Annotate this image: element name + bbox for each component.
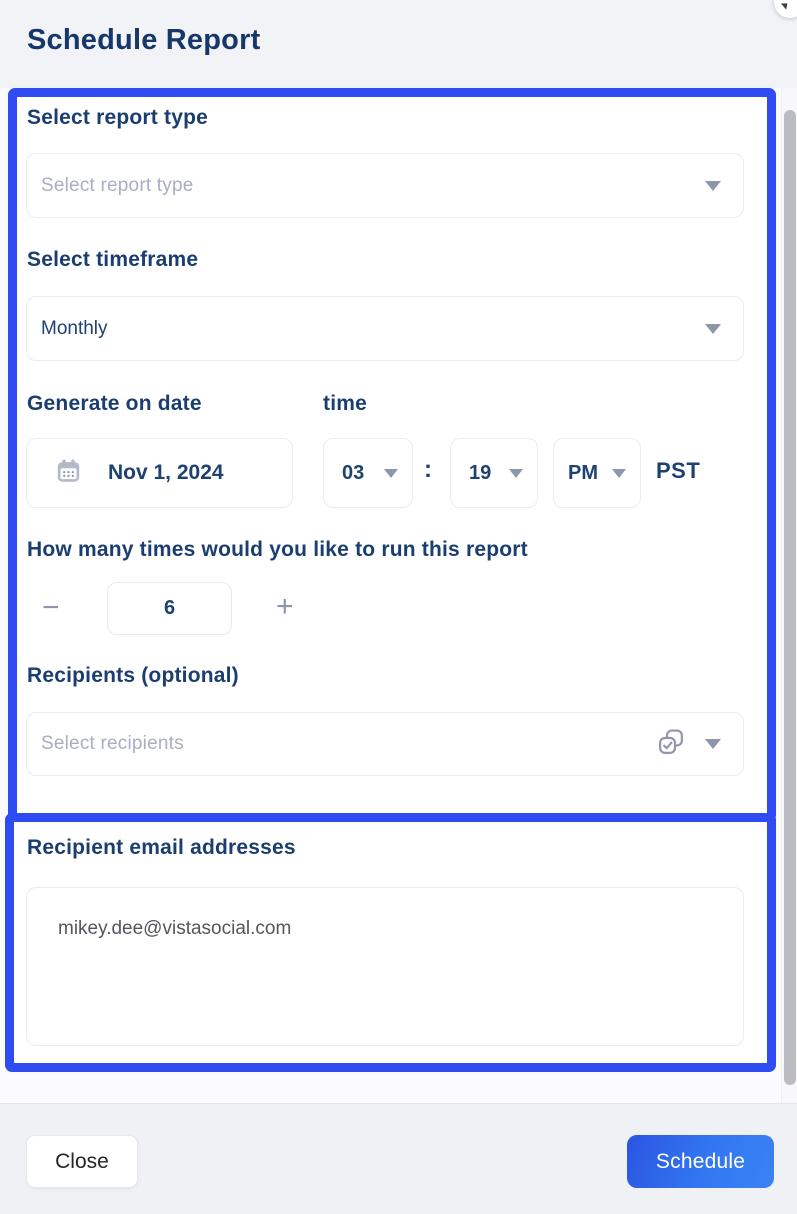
email-addresses-textarea[interactable]: mikey.dee@vistasocial.com <box>26 887 744 1046</box>
time-label: time <box>323 392 367 415</box>
date-picker-field[interactable]: Nov 1, 2024 <box>26 438 293 508</box>
run-count-value: 6 <box>163 597 176 619</box>
recipients-label: Recipients (optional) <box>27 664 239 687</box>
calendar-icon <box>55 457 82 489</box>
chevron-down-icon <box>612 468 626 478</box>
decrement-button[interactable]: − <box>42 591 60 624</box>
increment-button[interactable]: + <box>276 590 294 623</box>
time-separator: : <box>424 456 432 483</box>
minute-value: 19 <box>469 461 492 484</box>
hour-value: 03 <box>342 461 365 484</box>
report-type-select[interactable]: Select report type <box>26 153 744 218</box>
timeframe-select[interactable]: Monthly <box>26 296 744 361</box>
recipients-select[interactable]: Select recipients <box>26 712 744 776</box>
run-count-label: How many times would you like to run thi… <box>27 538 528 561</box>
timeframe-value: Monthly <box>41 317 108 339</box>
chevron-down-icon <box>509 468 523 478</box>
hour-select[interactable]: 03 <box>323 438 413 508</box>
recipients-placeholder: Select recipients <box>41 733 184 754</box>
close-button-label: Close <box>55 1149 109 1173</box>
schedule-button[interactable]: Schedule <box>627 1135 774 1188</box>
chevron-down-icon <box>705 323 721 334</box>
email-addresses-label: Recipient email addresses <box>27 836 296 859</box>
meridiem-value: PM <box>568 461 598 484</box>
minute-select[interactable]: 19 <box>450 438 538 508</box>
run-count-field[interactable]: 6 <box>107 582 232 635</box>
schedule-button-label: Schedule <box>655 1149 746 1173</box>
timezone-label: PST <box>656 458 701 483</box>
chevron-down-icon <box>705 180 721 191</box>
generate-date-label: Generate on date <box>27 392 202 415</box>
page-title: Schedule Report <box>27 24 261 56</box>
date-value: Nov 1, 2024 <box>108 461 224 484</box>
meridiem-select[interactable]: PM <box>553 438 641 508</box>
scrollbar-thumb[interactable] <box>784 110 796 1085</box>
chevron-down-icon <box>705 739 721 749</box>
chevron-down-icon <box>384 468 398 478</box>
timeframe-label: Select timeframe <box>27 248 199 271</box>
report-type-placeholder: Select report type <box>41 174 194 196</box>
cursor-pointer-icon <box>774 0 797 18</box>
modal-header: Schedule Report <box>0 0 797 88</box>
select-all-icon[interactable] <box>655 727 687 762</box>
email-address-value: mikey.dee@vistasocial.com <box>58 918 292 939</box>
scrollbar-track[interactable] <box>781 88 797 1103</box>
close-button[interactable]: Close <box>26 1135 138 1188</box>
report-type-label: Select report type <box>27 106 208 129</box>
